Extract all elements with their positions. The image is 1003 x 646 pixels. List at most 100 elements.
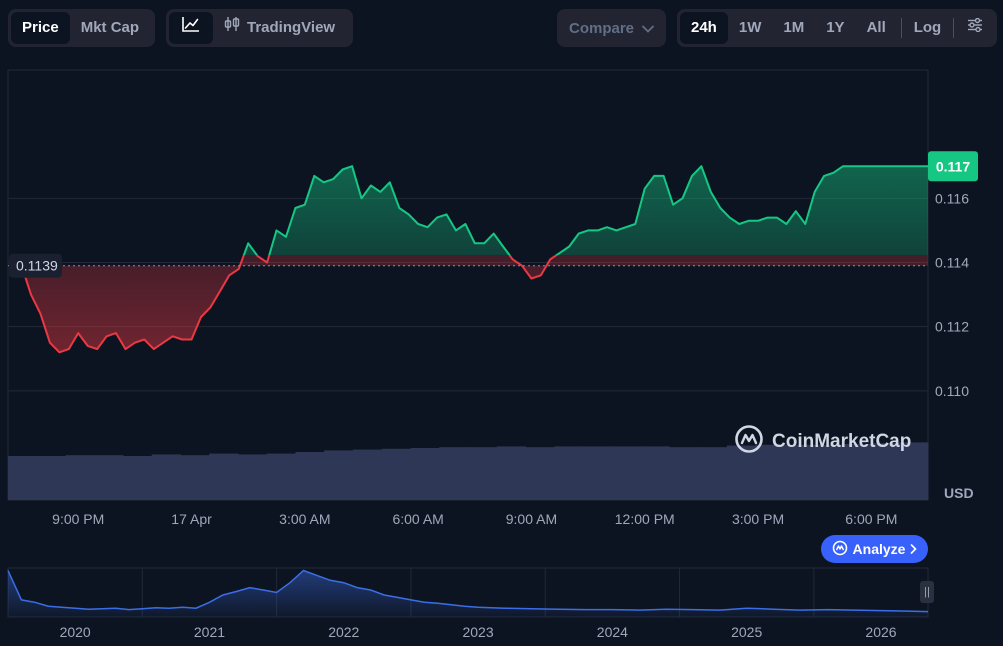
price-line-down bbox=[20, 255, 559, 354]
volume-bar bbox=[324, 450, 354, 500]
analyze-label: Analyze bbox=[852, 541, 906, 557]
volume-bar bbox=[841, 444, 871, 500]
price-area bbox=[21, 166, 928, 353]
range-tabs: 24h 1W 1M 1Y All Log bbox=[677, 9, 997, 47]
range-all[interactable]: All bbox=[866, 19, 886, 36]
compare-label: Compare bbox=[568, 19, 635, 37]
x-tick-label: 9:00 AM bbox=[506, 511, 557, 527]
volume-bar bbox=[65, 455, 95, 500]
current-price-label: 0.117 bbox=[936, 158, 970, 174]
divider bbox=[900, 18, 902, 38]
volume-bar bbox=[611, 446, 641, 500]
y-tick-label: 0.114 bbox=[935, 255, 969, 271]
x-tick-label: 12:00 PM bbox=[615, 511, 675, 527]
x-tick-label: 17 Apr bbox=[171, 511, 212, 527]
volume-bar bbox=[784, 444, 814, 500]
price-line-up bbox=[242, 165, 928, 255]
x-tick-label: 6:00 PM bbox=[845, 511, 897, 527]
settings-button[interactable] bbox=[958, 12, 992, 44]
sliders-icon bbox=[967, 12, 983, 44]
navigator-x-label: 2025 bbox=[731, 624, 762, 640]
volume-bar bbox=[813, 444, 843, 500]
range-24h[interactable]: 24h bbox=[680, 12, 728, 44]
chart-type-tabs: TradingView bbox=[166, 9, 353, 47]
tradingview-button[interactable]: TradingView bbox=[213, 12, 346, 44]
open-price-label: 0.1139 bbox=[16, 258, 58, 274]
volume-bar bbox=[123, 456, 153, 500]
volume-bar bbox=[94, 455, 124, 500]
candlestick-icon bbox=[224, 12, 240, 44]
brand-name: CoinMarketCap bbox=[772, 431, 912, 452]
volume-bar bbox=[8, 456, 38, 500]
volume-bar bbox=[640, 446, 670, 500]
open-price-baseline: 0.1139 0.117 bbox=[8, 151, 978, 278]
volume-bar bbox=[496, 446, 526, 500]
currency-label: USD bbox=[944, 485, 974, 501]
coinmarketcap-watermark: CoinMarketCap bbox=[734, 424, 911, 460]
volume-bar bbox=[266, 453, 296, 500]
analyze-icon bbox=[832, 540, 848, 559]
y-axis-labels: 0.110 0.112 0.114 0.116 bbox=[935, 190, 969, 399]
navigator-x-label: 2026 bbox=[865, 624, 896, 640]
coinmarketcap-logo-icon bbox=[734, 424, 764, 460]
price-area-up bbox=[243, 166, 928, 255]
volume-bar bbox=[525, 447, 555, 500]
volume-bar bbox=[554, 446, 584, 500]
tab-price[interactable]: Price bbox=[11, 12, 70, 44]
volume-bar bbox=[180, 455, 210, 500]
x-tick-label: 3:00 PM bbox=[732, 511, 784, 527]
navigator-x-label: 2021 bbox=[194, 624, 225, 640]
volume-bar bbox=[209, 453, 239, 500]
navigator-x-label: 2020 bbox=[60, 624, 91, 640]
line-chart-button[interactable] bbox=[169, 12, 213, 44]
navigator[interactable]: 2020 2021 2022 2023 2024 2025 2026 bbox=[7, 567, 929, 640]
price-area-down bbox=[21, 255, 928, 353]
tradingview-label: TradingView bbox=[247, 19, 336, 36]
tab-mkt-cap[interactable]: Mkt Cap bbox=[80, 19, 140, 36]
navigator-x-label: 2024 bbox=[597, 624, 628, 640]
range-1y[interactable]: 1Y bbox=[826, 19, 845, 36]
price-line bbox=[20, 165, 928, 354]
navigator-handle[interactable]: || bbox=[920, 581, 934, 603]
y-tick-label: 0.116 bbox=[935, 190, 969, 206]
volume-bar bbox=[726, 445, 756, 500]
volume-bar bbox=[468, 447, 498, 500]
chevron-right-icon bbox=[910, 541, 918, 557]
volume-bar bbox=[410, 448, 440, 500]
y-tick-label: 0.110 bbox=[935, 383, 969, 399]
volume-bar bbox=[295, 452, 325, 500]
navigator-area bbox=[8, 570, 928, 617]
volume-bar bbox=[583, 446, 613, 500]
log-toggle[interactable]: Log bbox=[913, 19, 942, 36]
view-tabs: Price Mkt Cap bbox=[8, 9, 155, 47]
volume-bar bbox=[439, 447, 469, 500]
range-1w[interactable]: 1W bbox=[738, 19, 762, 36]
open-price-badge bbox=[9, 253, 62, 278]
volume-bar bbox=[381, 448, 411, 500]
volume-bars bbox=[8, 442, 929, 500]
volume-bar bbox=[698, 447, 728, 500]
x-tick-label: 6:00 AM bbox=[392, 511, 443, 527]
volume-bar bbox=[899, 442, 929, 500]
volume-bar bbox=[238, 454, 268, 500]
volume-bar bbox=[36, 456, 66, 500]
compare-dropdown[interactable]: Compare bbox=[557, 9, 666, 47]
line-chart-icon bbox=[182, 12, 200, 44]
volume-bar bbox=[870, 443, 900, 500]
divider bbox=[953, 18, 955, 38]
volume-bar bbox=[669, 447, 699, 500]
current-price-badge bbox=[928, 151, 978, 182]
x-tick-label: 9:00 PM bbox=[52, 511, 104, 527]
navigator-x-label: 2022 bbox=[328, 624, 359, 640]
navigator-x-label: 2023 bbox=[462, 624, 493, 640]
navigator-line bbox=[7, 569, 929, 613]
analyze-button[interactable]: Analyze bbox=[821, 535, 928, 563]
range-1m[interactable]: 1M bbox=[783, 19, 805, 36]
volume-bar bbox=[755, 444, 785, 500]
y-tick-label: 0.112 bbox=[935, 319, 969, 335]
x-axis-labels: 9:00 PM 17 Apr 3:00 AM 6:00 AM 9:00 AM 12:00 … bbox=[52, 511, 897, 527]
volume-bar bbox=[151, 454, 181, 500]
chevron-down-icon bbox=[642, 20, 654, 37]
x-tick-label: 3:00 AM bbox=[279, 511, 330, 527]
